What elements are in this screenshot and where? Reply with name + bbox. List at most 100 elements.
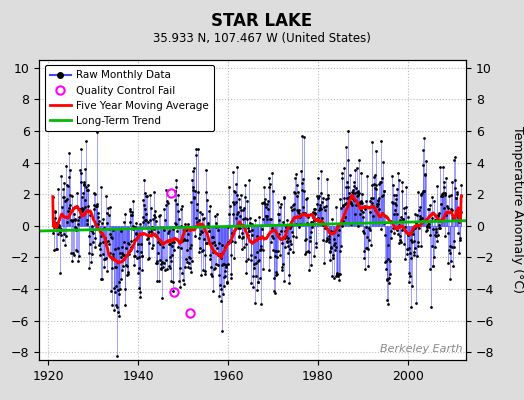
Point [259, 266, 268, 272]
Point [350, 179, 358, 185]
Point [57, 232, 66, 238]
Point [56, 270, 64, 276]
Point [120, 239, 128, 246]
Point [297, 212, 305, 218]
Point [270, 275, 278, 281]
Point [185, 244, 194, 251]
Point [163, 266, 171, 272]
Point [141, 206, 149, 212]
Point [180, 237, 189, 244]
Point [341, 213, 349, 220]
Point [114, 309, 122, 315]
Point [55, 222, 63, 228]
Point [187, 269, 195, 275]
Point [110, 251, 118, 257]
Point [372, 186, 380, 192]
Point [240, 204, 248, 211]
Point [64, 208, 72, 214]
Point [363, 234, 371, 240]
Point [60, 180, 69, 186]
Point [370, 174, 378, 180]
Point [342, 200, 350, 206]
Point [401, 210, 409, 216]
Point [439, 164, 447, 170]
Point [398, 188, 407, 194]
Point [416, 212, 424, 219]
Point [395, 240, 403, 246]
Point [400, 241, 408, 248]
Point [236, 225, 244, 231]
Point [423, 224, 431, 230]
Point [383, 276, 391, 283]
Point [68, 258, 76, 264]
Point [69, 205, 77, 211]
Text: 35.933 N, 107.467 W (United States): 35.933 N, 107.467 W (United States) [153, 32, 371, 45]
Point [392, 227, 401, 234]
Point [381, 258, 390, 265]
Point [126, 219, 134, 225]
Point [376, 179, 385, 185]
Point [196, 245, 204, 252]
Point [388, 225, 397, 232]
Point [51, 209, 59, 216]
Point [200, 271, 209, 277]
Point [413, 222, 421, 229]
Point [191, 215, 200, 222]
Point [400, 224, 409, 230]
Point [347, 188, 356, 195]
Point [302, 195, 311, 201]
Point [375, 195, 384, 201]
Point [354, 223, 362, 230]
Point [90, 206, 98, 212]
Point [401, 204, 410, 210]
Point [278, 267, 287, 273]
Point [326, 244, 335, 250]
Point [98, 276, 106, 282]
Point [108, 302, 116, 308]
Point [291, 190, 299, 196]
Point [132, 230, 140, 237]
Point [165, 241, 173, 247]
Point [293, 192, 301, 199]
Point [293, 182, 302, 188]
Point [212, 224, 220, 230]
Point [124, 269, 132, 276]
Point [364, 246, 372, 252]
Point [95, 252, 104, 258]
Point [214, 252, 223, 258]
Point [436, 193, 445, 199]
Point [385, 271, 394, 277]
Point [49, 222, 58, 228]
Point [50, 224, 58, 230]
Point [67, 217, 75, 224]
Point [331, 244, 340, 250]
Point [348, 202, 357, 208]
Point [342, 184, 351, 190]
Point [402, 246, 411, 252]
Point [242, 270, 250, 276]
Point [330, 235, 338, 242]
Point [117, 254, 125, 260]
Point [361, 266, 369, 272]
Point [104, 238, 112, 244]
Point [105, 226, 113, 232]
Point [94, 210, 102, 216]
Point [230, 188, 238, 194]
Point [117, 276, 126, 282]
Point [138, 267, 147, 274]
Point [133, 248, 141, 254]
Point [168, 239, 177, 245]
Point [426, 202, 434, 208]
Point [238, 245, 246, 252]
Point [112, 302, 121, 308]
Point [87, 259, 95, 265]
Point [157, 265, 165, 272]
Point [194, 189, 202, 195]
Point [309, 209, 317, 215]
Point [345, 190, 354, 196]
Point [454, 214, 462, 220]
Point [75, 214, 83, 220]
Point [455, 215, 464, 221]
Point [221, 273, 230, 279]
Point [292, 207, 301, 213]
